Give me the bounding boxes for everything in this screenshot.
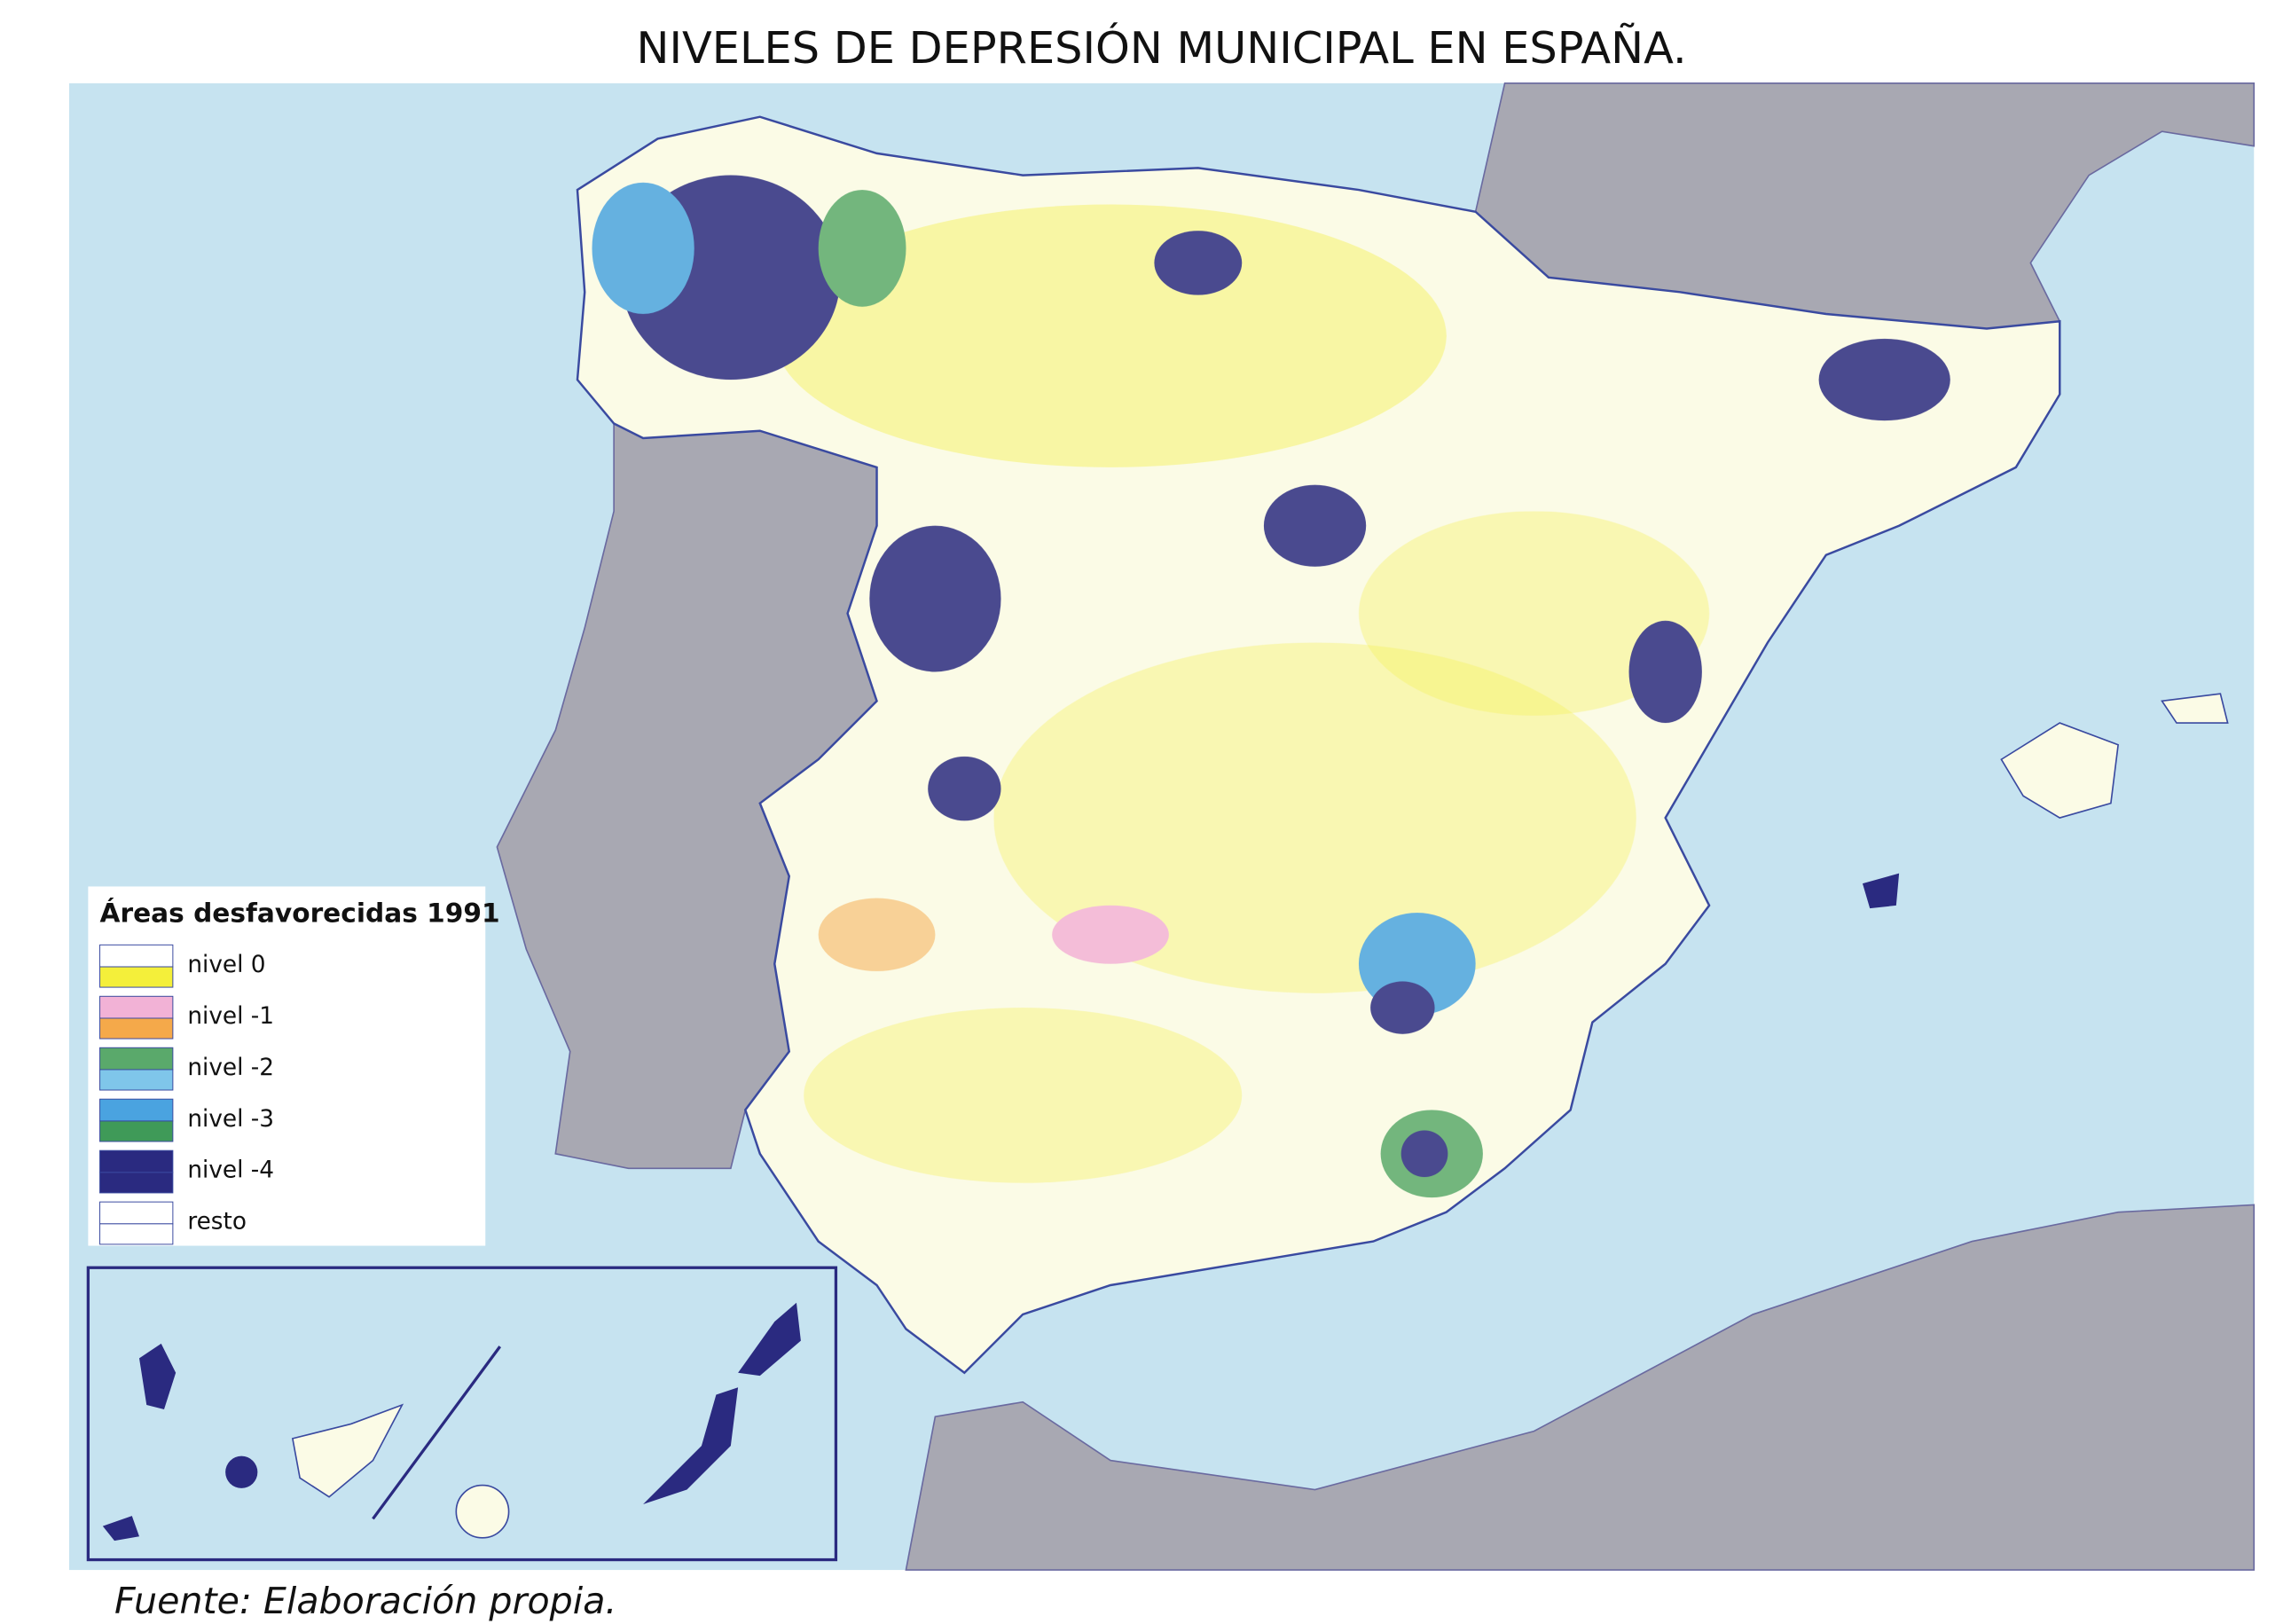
menorca xyxy=(2161,693,2229,724)
legend: Áreas desfavorecidas 1991 nivel 0 nivel -… xyxy=(88,886,500,1246)
inset-divider xyxy=(372,1345,502,1520)
legend-swatch-top xyxy=(99,995,174,1019)
map-title: NIVELES DE DEPRESIÓN MUNICIPAL EN ESPAÑA… xyxy=(637,21,1687,74)
ibiza xyxy=(1862,873,1900,909)
legend-swatch-bottom xyxy=(99,1069,174,1091)
legend-swatch-bottom xyxy=(99,1223,174,1245)
municipal-patterns xyxy=(592,175,1950,1198)
lanzarote xyxy=(738,1302,801,1377)
la-gomera xyxy=(225,1455,258,1488)
legend-swatch-top xyxy=(99,944,174,968)
legend-swatch-bottom xyxy=(99,1172,174,1194)
africa xyxy=(905,1204,2256,1571)
legend-label: nivel -4 xyxy=(187,1157,274,1184)
legend-swatch-top xyxy=(99,1047,174,1071)
tenerife xyxy=(291,1403,404,1498)
spain xyxy=(576,115,2061,1375)
legend-swatch-top xyxy=(99,1149,174,1173)
legend-label: nivel 0 xyxy=(187,952,265,978)
mallorca xyxy=(2000,722,2120,819)
legend-swatch-bottom xyxy=(99,966,174,988)
legend-title: Áreas desfavorecidas 1991 xyxy=(100,897,500,928)
legend-swatch-bottom xyxy=(99,1120,174,1142)
fuerteventura xyxy=(643,1387,739,1504)
source-note: Fuente: Elaboración propia. xyxy=(114,1580,617,1622)
legend-label: resto xyxy=(187,1209,247,1236)
legend-label: nivel -3 xyxy=(187,1106,274,1133)
la-palma xyxy=(139,1343,177,1409)
legend-label: nivel -1 xyxy=(187,1003,274,1030)
legend-label: nivel -2 xyxy=(187,1055,274,1081)
el-hierro xyxy=(102,1516,140,1542)
legend-swatch-top xyxy=(99,1098,174,1122)
legend-swatch-top xyxy=(99,1201,174,1225)
legend-swatch-bottom xyxy=(99,1017,174,1040)
gran-canaria xyxy=(455,1484,510,1539)
